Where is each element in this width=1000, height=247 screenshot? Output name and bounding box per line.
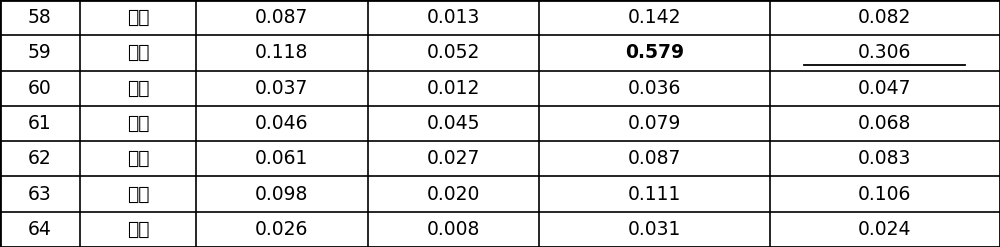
Text: 0.106: 0.106 [858, 185, 912, 204]
Text: 64: 64 [28, 220, 52, 239]
Text: 0.036: 0.036 [628, 79, 681, 98]
Text: 0.083: 0.083 [858, 149, 912, 168]
Text: 0.111: 0.111 [628, 185, 681, 204]
Text: 0.047: 0.047 [858, 79, 912, 98]
Text: 63: 63 [28, 185, 52, 204]
Text: 0.306: 0.306 [858, 43, 912, 62]
Text: 阴性: 阴性 [127, 8, 149, 27]
Text: 阴性: 阴性 [127, 220, 149, 239]
Text: 0.142: 0.142 [628, 8, 681, 27]
Text: 阴性: 阴性 [127, 79, 149, 98]
Text: 0.020: 0.020 [427, 185, 480, 204]
Text: 阴性: 阴性 [127, 43, 149, 62]
Text: 60: 60 [28, 79, 52, 98]
Text: 0.045: 0.045 [427, 114, 480, 133]
Text: 0.087: 0.087 [255, 8, 309, 27]
Text: 0.046: 0.046 [255, 114, 309, 133]
Text: 0.026: 0.026 [255, 220, 309, 239]
Text: 61: 61 [28, 114, 52, 133]
Text: 0.031: 0.031 [628, 220, 681, 239]
Text: 0.098: 0.098 [255, 185, 309, 204]
Text: 0.118: 0.118 [255, 43, 309, 62]
Text: 0.013: 0.013 [427, 8, 480, 27]
Text: 0.068: 0.068 [858, 114, 912, 133]
Text: 阴性: 阴性 [127, 185, 149, 204]
Text: 58: 58 [28, 8, 52, 27]
Text: 0.052: 0.052 [427, 43, 480, 62]
Text: 0.008: 0.008 [427, 220, 480, 239]
Text: 0.079: 0.079 [628, 114, 681, 133]
Text: 阴性: 阴性 [127, 114, 149, 133]
Text: 0.037: 0.037 [255, 79, 309, 98]
Text: 0.082: 0.082 [858, 8, 912, 27]
Text: 0.027: 0.027 [427, 149, 480, 168]
Text: 0.024: 0.024 [858, 220, 912, 239]
Text: 0.012: 0.012 [427, 79, 480, 98]
Text: 0.087: 0.087 [628, 149, 681, 168]
Text: 阴性: 阴性 [127, 149, 149, 168]
Text: 59: 59 [28, 43, 52, 62]
Text: 0.579: 0.579 [625, 43, 684, 62]
Text: 0.061: 0.061 [255, 149, 309, 168]
Text: 62: 62 [28, 149, 52, 168]
